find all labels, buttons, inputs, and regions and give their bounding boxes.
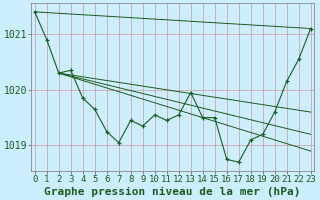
X-axis label: Graphe pression niveau de la mer (hPa): Graphe pression niveau de la mer (hPa) xyxy=(44,186,301,197)
